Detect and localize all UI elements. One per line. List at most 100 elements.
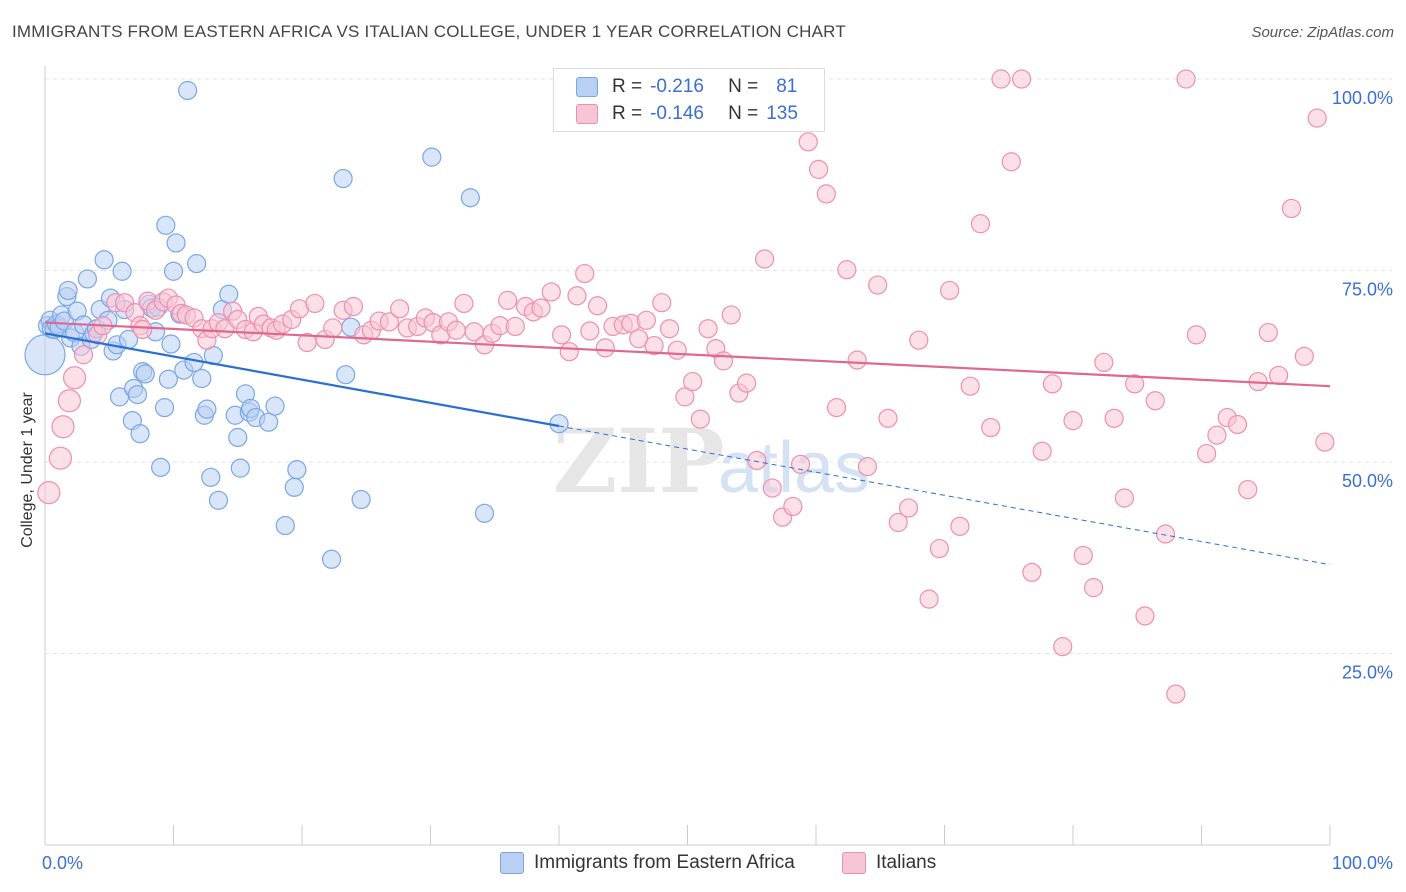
blue-point-74	[336, 365, 356, 385]
blue-point-44	[161, 334, 181, 354]
bottom-legend-pink: Italians	[842, 852, 936, 874]
pink-point-95	[783, 496, 803, 517]
blue-point-40	[151, 457, 171, 477]
legend-n-blue: 81	[776, 76, 798, 97]
pink-point-117	[1001, 152, 1021, 172]
pink-point-137	[1207, 425, 1227, 445]
blue-point-61	[228, 427, 248, 448]
blue-point-27	[112, 261, 132, 281]
blue-point-59	[219, 284, 239, 304]
bottom-legend-label-pink: Italians	[876, 852, 937, 873]
pink-point-130	[1135, 606, 1155, 626]
pink-trend-line	[44, 321, 1331, 388]
pink-point-84	[690, 409, 710, 429]
blue-point-35	[135, 364, 155, 384]
pink-point-135	[1186, 325, 1206, 345]
pink-point-133	[1166, 684, 1186, 704]
pink-point-1	[48, 446, 73, 470]
pink-point-120	[1032, 441, 1052, 461]
blue-point-57	[208, 490, 229, 510]
x-tick-label-0: 0.0%	[42, 853, 83, 873]
pink-point-68	[567, 286, 587, 306]
pink-point-81	[667, 340, 687, 360]
blue-point-80	[549, 414, 569, 434]
pink-point-65	[541, 282, 561, 302]
pink-point-54	[446, 320, 466, 340]
source-label: Source: ZipAtlas.com	[1251, 24, 1394, 41]
blue-point-52	[192, 368, 212, 389]
blue-point-76	[351, 489, 371, 510]
bottom-legend-swatch-blue	[500, 852, 524, 874]
legend-r-label-blue: R =	[612, 76, 643, 97]
pink-point-136	[1197, 443, 1217, 464]
pink-point-121	[1042, 374, 1063, 394]
blue-point-69	[275, 515, 295, 536]
legend-n-pink: 135	[766, 103, 798, 124]
pink-point-122	[1053, 637, 1073, 657]
pink-point-101	[837, 260, 857, 280]
pink-point-112	[950, 516, 970, 536]
pink-point-5	[73, 345, 94, 365]
blue-point-71	[287, 460, 307, 480]
blue-point-46	[166, 233, 186, 253]
pink-point-139	[1227, 414, 1248, 435]
pink-point-42	[343, 296, 363, 317]
chart-title: IMMIGRANTS FROM EASTERN AFRICA VS ITALIA…	[12, 22, 846, 41]
pink-point-119	[1022, 562, 1042, 582]
pink-point-88	[721, 305, 741, 325]
pink-point-85	[698, 319, 718, 339]
pink-point-118	[1011, 69, 1032, 89]
bottom-legend-label-blue: Immigrants from Eastern Africa	[534, 852, 795, 873]
pink-point-46	[379, 312, 399, 332]
bottom-legend-swatch-pink	[842, 852, 866, 874]
pink-point-104	[868, 275, 888, 295]
pink-point-99	[816, 184, 836, 204]
blue-trend-extension	[558, 425, 1331, 566]
pink-point-72	[595, 338, 615, 358]
pink-point-80	[659, 319, 680, 339]
pink-point-108	[909, 330, 929, 350]
pink-point-123	[1063, 411, 1083, 431]
pink-point-115	[981, 417, 1001, 438]
blue-point-54	[197, 399, 217, 419]
legend-swatch-blue	[576, 77, 598, 97]
y-tick-label-0: 100.0%	[1332, 88, 1393, 108]
pink-point-38	[305, 293, 325, 314]
pink-point-105	[878, 408, 898, 428]
pink-point-114	[970, 214, 991, 234]
pink-point-106	[888, 512, 908, 533]
pink-point-70	[580, 321, 600, 341]
pink-point-47	[390, 299, 410, 319]
pink-point-40	[323, 318, 343, 338]
blue-point-16	[77, 269, 98, 289]
pink-point-91	[747, 450, 767, 471]
pink-point-55	[454, 293, 474, 314]
pink-point-93	[762, 478, 782, 498]
pink-point-107	[898, 498, 919, 518]
blue-point-51	[187, 254, 207, 274]
pink-point-146	[1307, 108, 1327, 128]
pink-point-71	[587, 296, 608, 316]
pink-point-116	[991, 69, 1011, 89]
pink-point-69	[575, 263, 595, 284]
y-tick-label-2: 50.0%	[1342, 471, 1393, 491]
pink-point-61	[505, 316, 525, 337]
pink-point-126	[1094, 352, 1114, 373]
pink-point-96	[790, 454, 811, 474]
pink-point-4	[62, 366, 87, 390]
pink-point-2	[51, 415, 75, 439]
pink-point-79	[652, 293, 672, 313]
pink-point-142	[1258, 322, 1278, 343]
pink-point-129	[1125, 374, 1145, 394]
pink-point-3	[57, 389, 82, 413]
pink-point-144	[1281, 198, 1302, 219]
pink-point-83	[683, 371, 703, 392]
y-tick-label-3: 25.0%	[1342, 663, 1393, 683]
blue-point-79	[474, 503, 495, 523]
blue-point-70	[284, 477, 304, 497]
blue-point-73	[333, 168, 353, 189]
legend-row-blue: R = -0.216 N = 81	[576, 75, 797, 99]
legend: R = -0.216 N = 81 R = -0.146 N = 135	[553, 68, 825, 132]
blue-point-77	[422, 147, 442, 167]
x-tick-label-1: 100.0%	[1332, 853, 1393, 873]
